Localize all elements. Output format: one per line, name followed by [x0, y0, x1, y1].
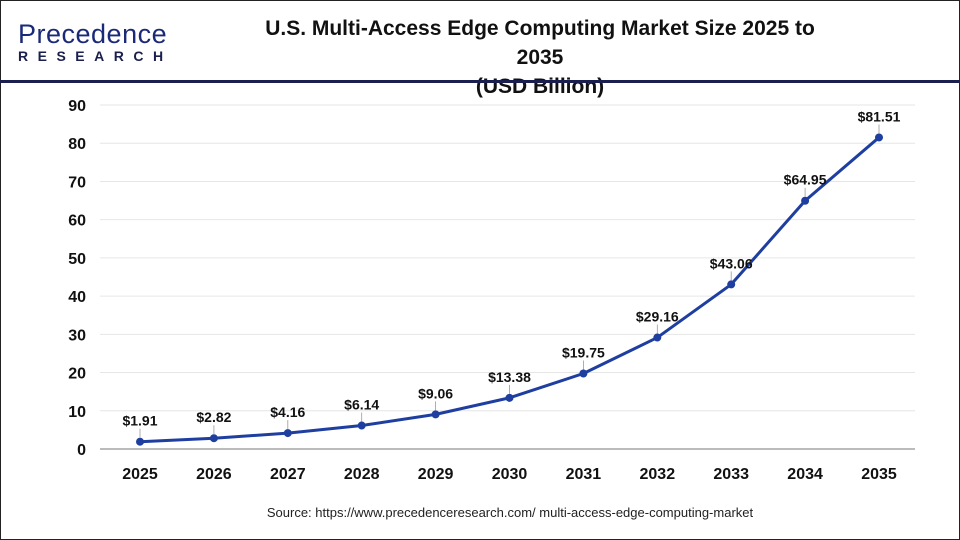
data-label: $9.06: [418, 385, 453, 401]
x-tick-label: 2026: [196, 466, 232, 483]
x-tick-label: 2029: [418, 466, 454, 483]
logo: Precedence RESEARCH: [18, 20, 173, 64]
data-label: $64.95: [784, 172, 827, 188]
data-point: [357, 421, 366, 430]
header-divider: [0, 80, 960, 83]
data-label: $43.06: [710, 255, 753, 271]
data-label: $29.16: [636, 309, 679, 325]
y-tick-label: 30: [68, 327, 86, 344]
y-tick-label: 70: [68, 174, 86, 191]
data-label: $13.38: [488, 369, 531, 385]
x-tick-label: 2033: [713, 466, 749, 483]
data-point: [801, 196, 810, 205]
logo-sub-text: RESEARCH: [18, 48, 173, 64]
data-point: [136, 437, 144, 446]
data-point: [431, 410, 440, 419]
x-tick-label: 2028: [344, 466, 380, 483]
y-tick-label: 60: [68, 213, 86, 230]
y-tick-label: 10: [68, 404, 86, 421]
data-label: $4.16: [270, 404, 305, 420]
y-tick-label: 80: [68, 136, 86, 153]
y-tick-label: 0: [77, 442, 86, 459]
data-label: $1.91: [122, 413, 157, 429]
x-tick-label: 2031: [566, 466, 602, 483]
x-tick-label: 2032: [640, 466, 676, 483]
x-tick-label: 2030: [492, 466, 528, 483]
data-label: $2.82: [196, 409, 231, 425]
data-point: [505, 393, 514, 402]
data-point: [579, 369, 588, 378]
x-tick-label: 2034: [787, 466, 823, 483]
data-label: $19.75: [562, 345, 605, 361]
x-tick-label: 2027: [270, 466, 306, 483]
y-tick-label: 20: [68, 366, 86, 383]
data-point: [209, 434, 218, 443]
logo-main-text: Precedence: [18, 19, 168, 49]
y-tick-label: 50: [68, 251, 86, 268]
data-point: [727, 280, 736, 289]
chart-title-main: U.S. Multi-Access Edge Computing Market …: [265, 17, 815, 69]
data-label: $81.51: [858, 108, 901, 124]
y-tick-label: 90: [68, 98, 86, 115]
data-point: [283, 429, 292, 438]
data-point: [653, 333, 662, 342]
x-tick-label: 2035: [861, 466, 897, 483]
y-tick-label: 40: [68, 289, 86, 306]
source-note: Source: https://www.precedenceresearch.c…: [266, 505, 754, 520]
data-point: [875, 133, 883, 142]
x-tick-label: 2025: [122, 466, 158, 483]
data-label: $6.14: [344, 397, 379, 413]
